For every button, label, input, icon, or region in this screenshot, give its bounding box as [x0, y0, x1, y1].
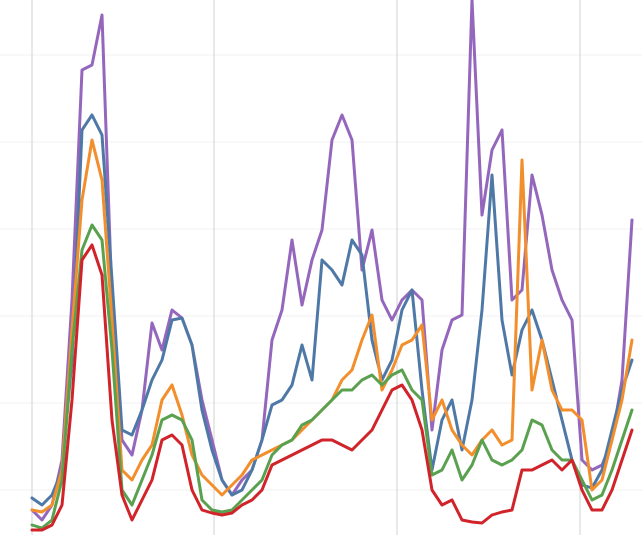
line-series: [30, 138, 634, 514]
line-series: [30, 243, 634, 532]
line-series: [30, 113, 634, 507]
line-series: [30, 223, 634, 530]
line-series: [30, 0, 634, 522]
